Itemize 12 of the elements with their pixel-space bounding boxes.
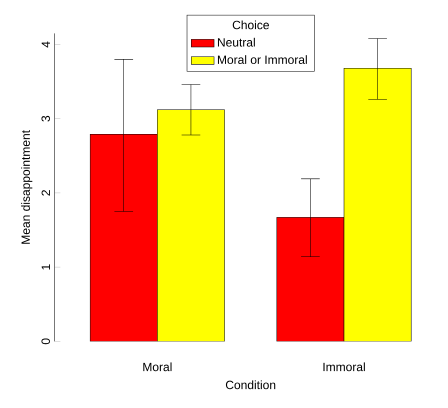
legend-label: Neutral <box>218 38 255 47</box>
y-tick-label: 4 <box>42 41 50 48</box>
y-tick-label: 1 <box>42 264 50 270</box>
x-tick-label: Immoral <box>323 362 365 372</box>
x-tick-label: Moral <box>143 362 172 372</box>
y-tick-label: 3 <box>41 116 50 122</box>
x-axis-title: Condition <box>226 380 276 390</box>
legend-label: Moral or Immoral <box>218 55 307 64</box>
y-axis-title: Mean disappointment <box>21 130 32 244</box>
legend-title: Choice <box>232 20 269 30</box>
y-tick-label: 0 <box>41 338 50 344</box>
y-tick-label: 2 <box>42 190 50 196</box>
